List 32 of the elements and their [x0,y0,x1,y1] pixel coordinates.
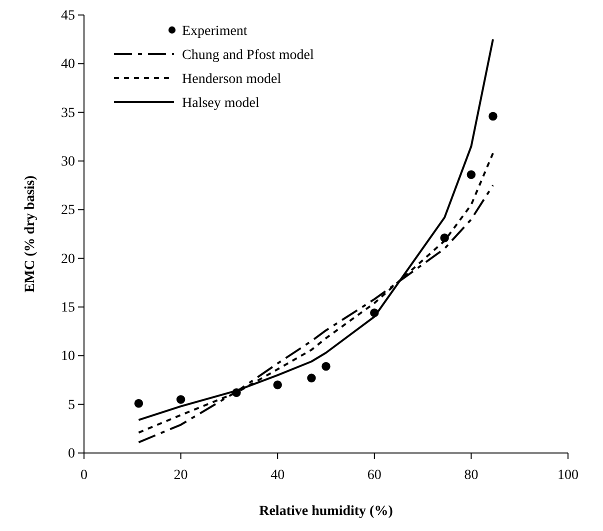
x-axis-title: Relative humidity (%) [259,504,394,519]
point [273,380,282,390]
point [176,395,186,404]
x-tick-label: 40 [270,468,285,483]
point [370,308,379,318]
y-tick-label: 10 [61,349,75,364]
x-tick-label: 0 [80,468,88,483]
point [322,362,330,371]
x-tick-label: 80 [464,468,478,483]
y-tick-label: 35 [61,106,75,121]
y-tick-label: 45 [61,8,75,24]
point [488,112,498,121]
x-tick-label: 100 [558,468,578,483]
legend-label: Henderson model [182,72,282,87]
y-tick-label: 20 [61,252,75,267]
y-tick-label: 30 [61,154,75,170]
legend-label: Experiment [182,24,248,39]
point [307,374,316,382]
point [232,388,241,398]
y-tick-label: 15 [61,300,75,316]
legend-label: Chung and Pfost model [182,48,314,63]
x-tick-label: 60 [367,468,382,483]
y-tick-label: 40 [61,57,75,72]
point [134,399,144,408]
point [440,234,449,242]
point [466,170,476,179]
y-tick-label: 5 [68,398,75,413]
legend-label: Halsey model [182,96,260,111]
y-tick-label: 0 [68,446,75,462]
x-tick-label: 20 [174,468,188,483]
y-tick-label: 25 [61,203,75,218]
y-axis-title: EMC (% dry basis) [23,175,38,293]
